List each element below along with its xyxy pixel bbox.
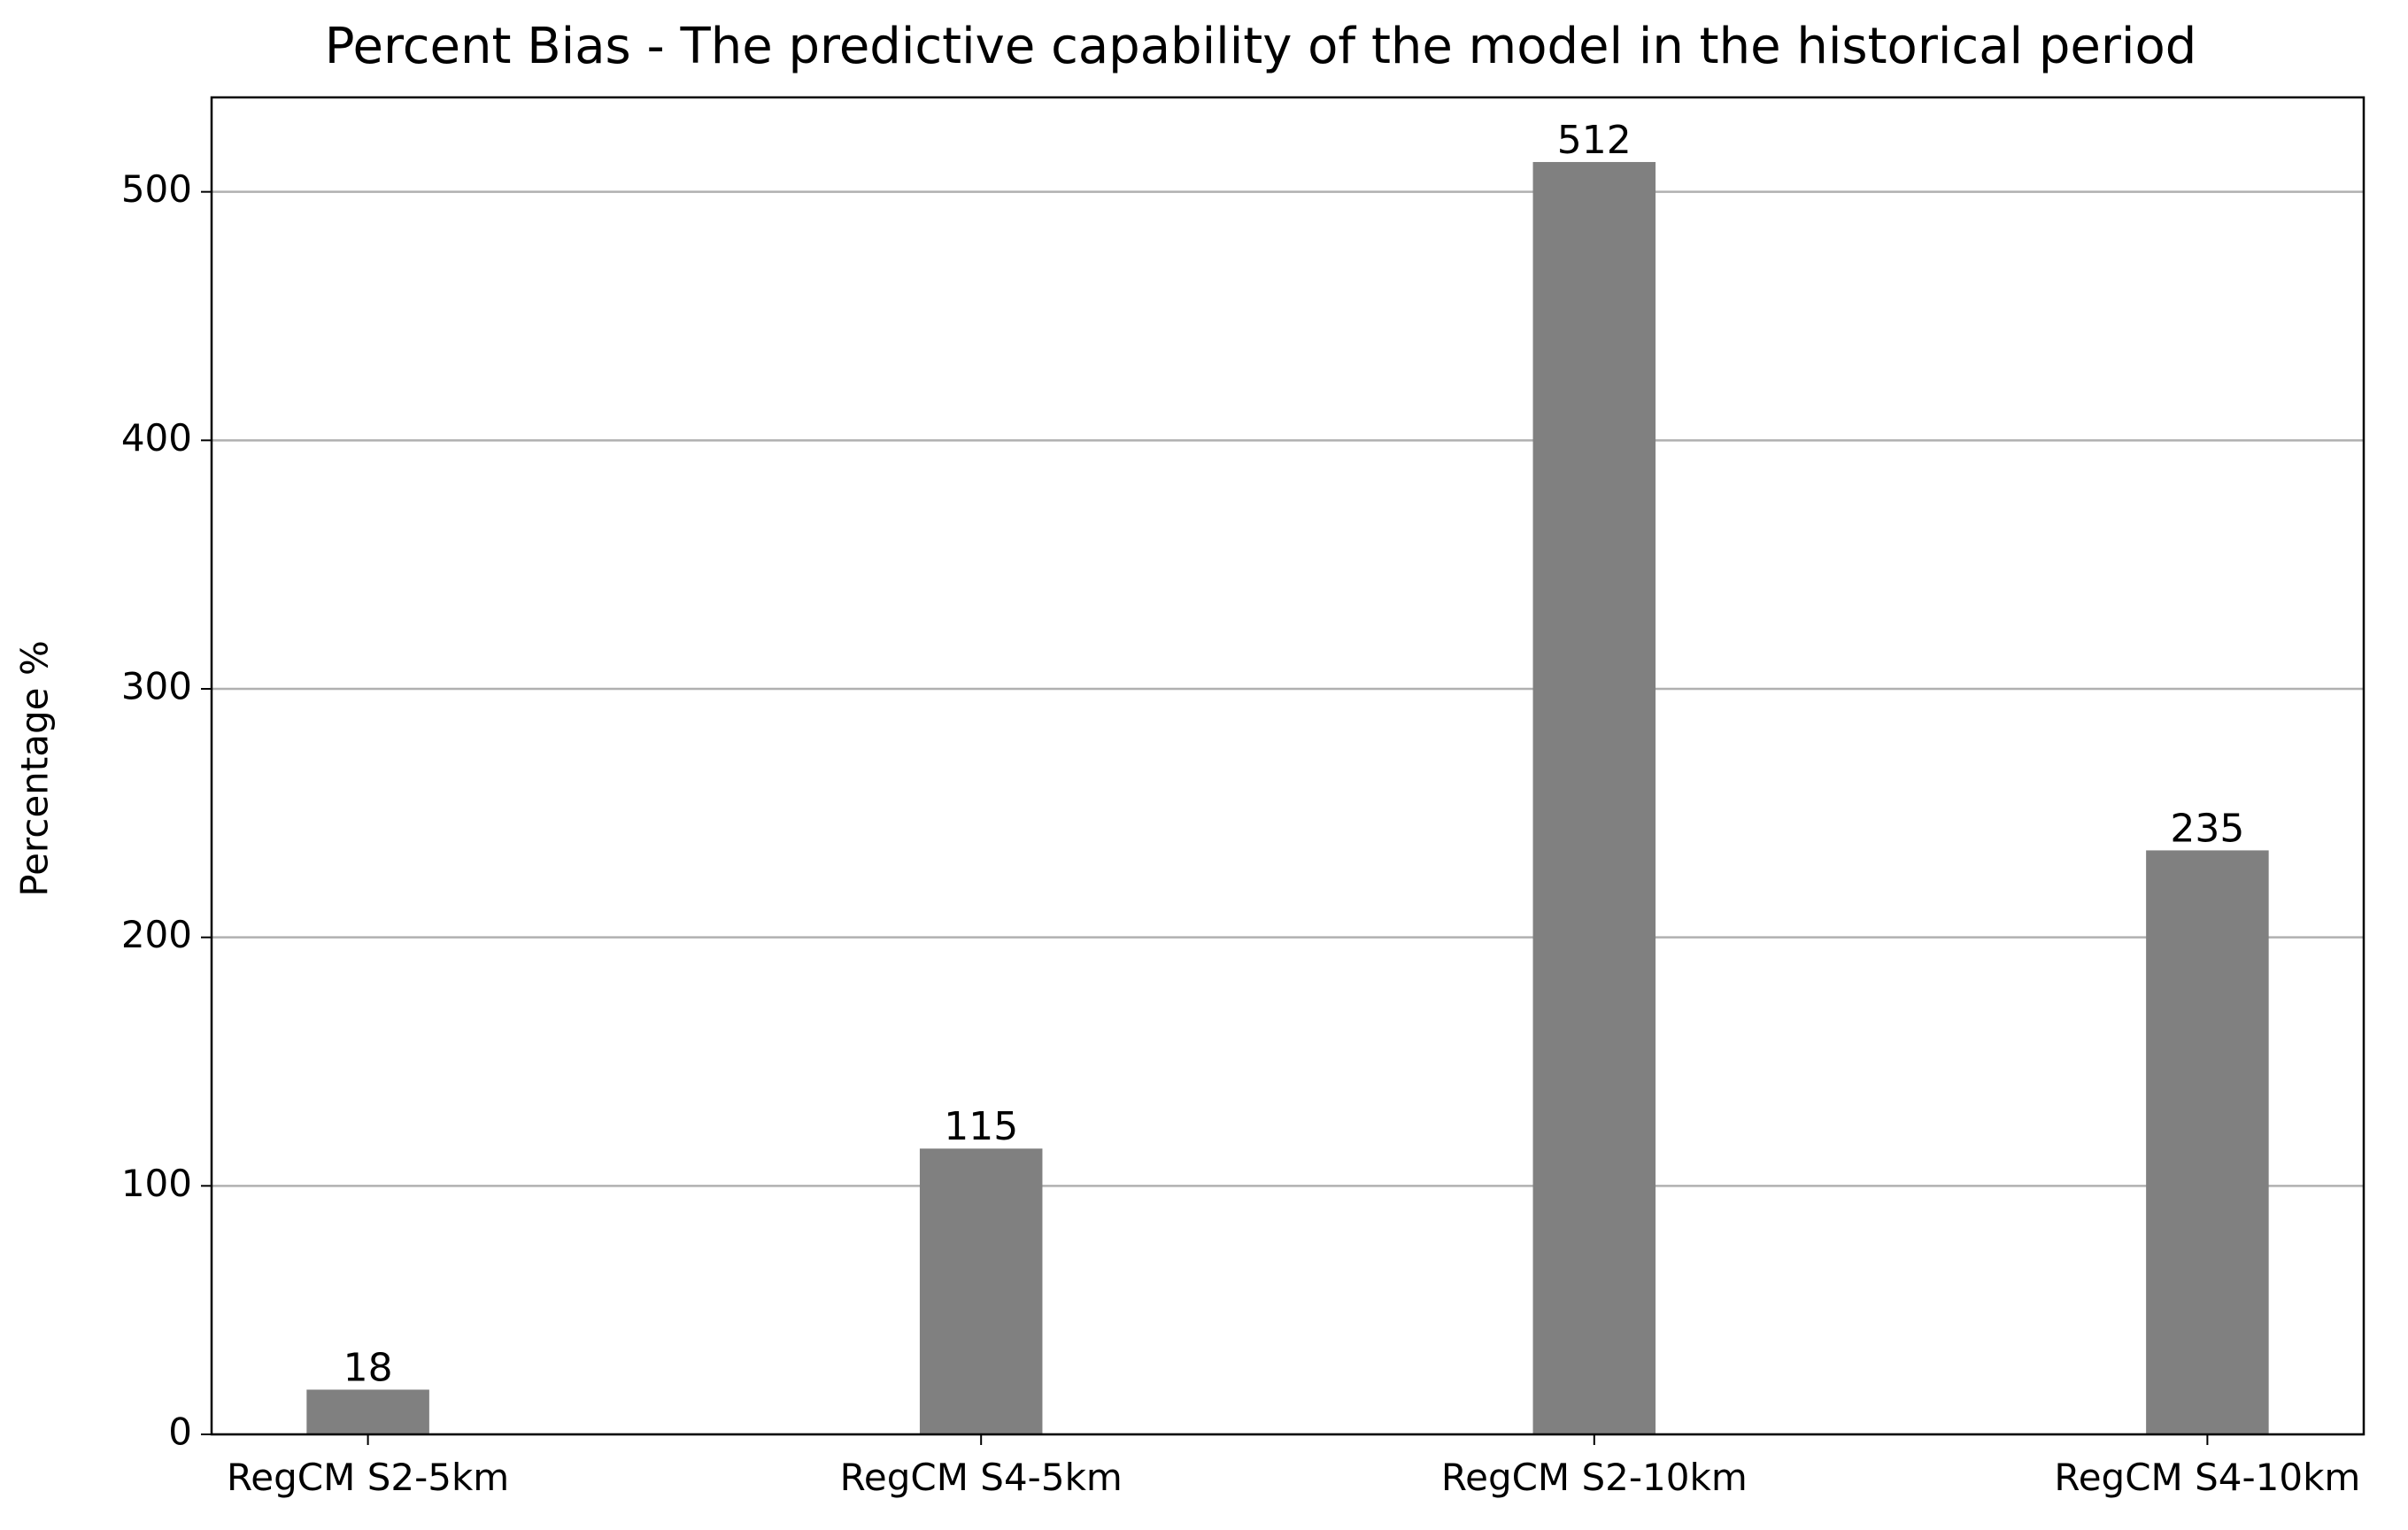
y-axis-label: Percentage % — [13, 640, 57, 897]
value-label: 115 — [944, 1104, 1018, 1149]
y-tick-label: 200 — [121, 913, 192, 956]
bar — [306, 1389, 429, 1434]
bar — [1532, 161, 1656, 1434]
x-tick-label: RegCM S4-10km — [2054, 1456, 2360, 1499]
plot-frame — [210, 96, 2366, 1436]
y-tick-label: 500 — [121, 167, 192, 211]
value-label: 235 — [2170, 806, 2244, 851]
value-label: 512 — [1557, 118, 1632, 163]
x-tick-label: RegCM S4-5km — [840, 1456, 1123, 1499]
y-tick-label: 400 — [121, 416, 192, 460]
y-tick-label: 100 — [121, 1162, 192, 1205]
y-tick-label: 300 — [121, 664, 192, 707]
bar — [2146, 850, 2269, 1434]
y-tick-label: 0 — [168, 1410, 192, 1454]
x-tick-label: RegCM S2-5km — [227, 1456, 509, 1499]
value-label: 18 — [343, 1345, 393, 1390]
bar — [919, 1148, 1043, 1434]
chart-title: Percent Bias - The predictive capability… — [325, 18, 2197, 75]
x-tick-label: RegCM S2-10km — [1441, 1456, 1748, 1499]
